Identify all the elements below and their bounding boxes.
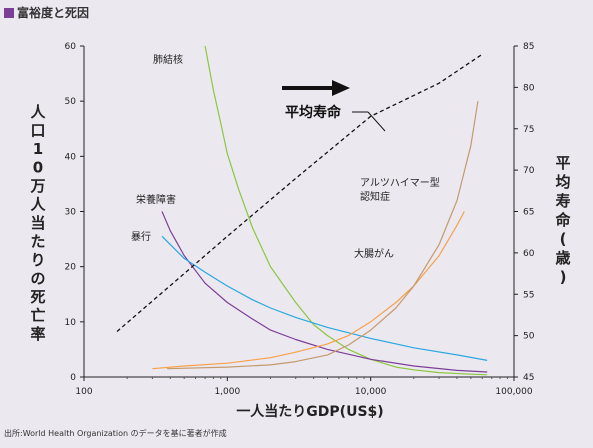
chart-series [116, 46, 488, 376]
y2-tick-label: 55 [523, 290, 534, 300]
series-label-tuberculosis: 肺結核 [153, 53, 183, 66]
y-tick-label: 50 [65, 97, 77, 107]
series-line-colorectal-cancer [152, 211, 465, 370]
series-line-nutrition [161, 211, 488, 373]
y-tick-label: 20 [65, 263, 77, 273]
figure-title: 富裕度と死因 [4, 4, 89, 21]
y2-axis-title: 平均寿命(歳) [554, 154, 571, 286]
y2-tick-label: 85 [523, 42, 534, 52]
title-square-icon [4, 7, 14, 18]
figure-title-text: 富裕度と死因 [17, 6, 90, 20]
y-tick-label: 40 [65, 152, 77, 162]
x-tick-label: 1,000 [214, 387, 240, 397]
series-line-tuberculosis [204, 46, 488, 376]
y-tick-label: 60 [65, 42, 77, 52]
y2-tick-label: 80 [523, 83, 535, 93]
series-label-colorectal: 大腸がん [354, 247, 394, 260]
x-axis-title: 一人当たりGDP(US$) [236, 403, 383, 420]
y2-tick-label: 65 [523, 208, 534, 218]
x-tick-label: 100 [75, 387, 92, 397]
series-label-alzheimer-1: アルツハイマー型 [360, 176, 440, 189]
y2-tick-label: 75 [523, 125, 534, 135]
source-note: 出所:World Health Organization のデータを基に著者が作… [4, 429, 227, 438]
series-line-life-expectancy [116, 53, 483, 332]
y-tick-label: 10 [65, 318, 77, 328]
chart-axes: 100 1,000 10,000 100,000 0 10 20 30 40 50 60 45 50 55… [29, 42, 571, 420]
y2-tick-label: 70 [523, 166, 535, 176]
x-tick-label: 100,000 [495, 387, 532, 397]
y-tick-label: 0 [70, 373, 76, 383]
life-expectancy-label: 平均寿命 [285, 104, 342, 121]
x-tick-label: 10,000 [355, 387, 387, 397]
series-line-alzheimer [167, 101, 479, 370]
series-label-alzheimer-2: 認知症 [360, 190, 390, 203]
arrow-head-icon [332, 80, 350, 96]
life-expectancy-leader [367, 111, 386, 132]
y2-tick-label: 50 [523, 332, 535, 342]
y2-tick-label: 45 [523, 373, 534, 383]
y-tick-label: 30 [65, 208, 77, 218]
series-label-violence: 暴行 [131, 230, 151, 243]
y-axis-title: 人口 1 0 万人当たりの死亡率 [29, 103, 46, 343]
series-line-violence [161, 235, 488, 361]
y2-tick-label: 60 [523, 249, 535, 259]
series-label-nutrition: 栄養障害 [136, 193, 176, 206]
